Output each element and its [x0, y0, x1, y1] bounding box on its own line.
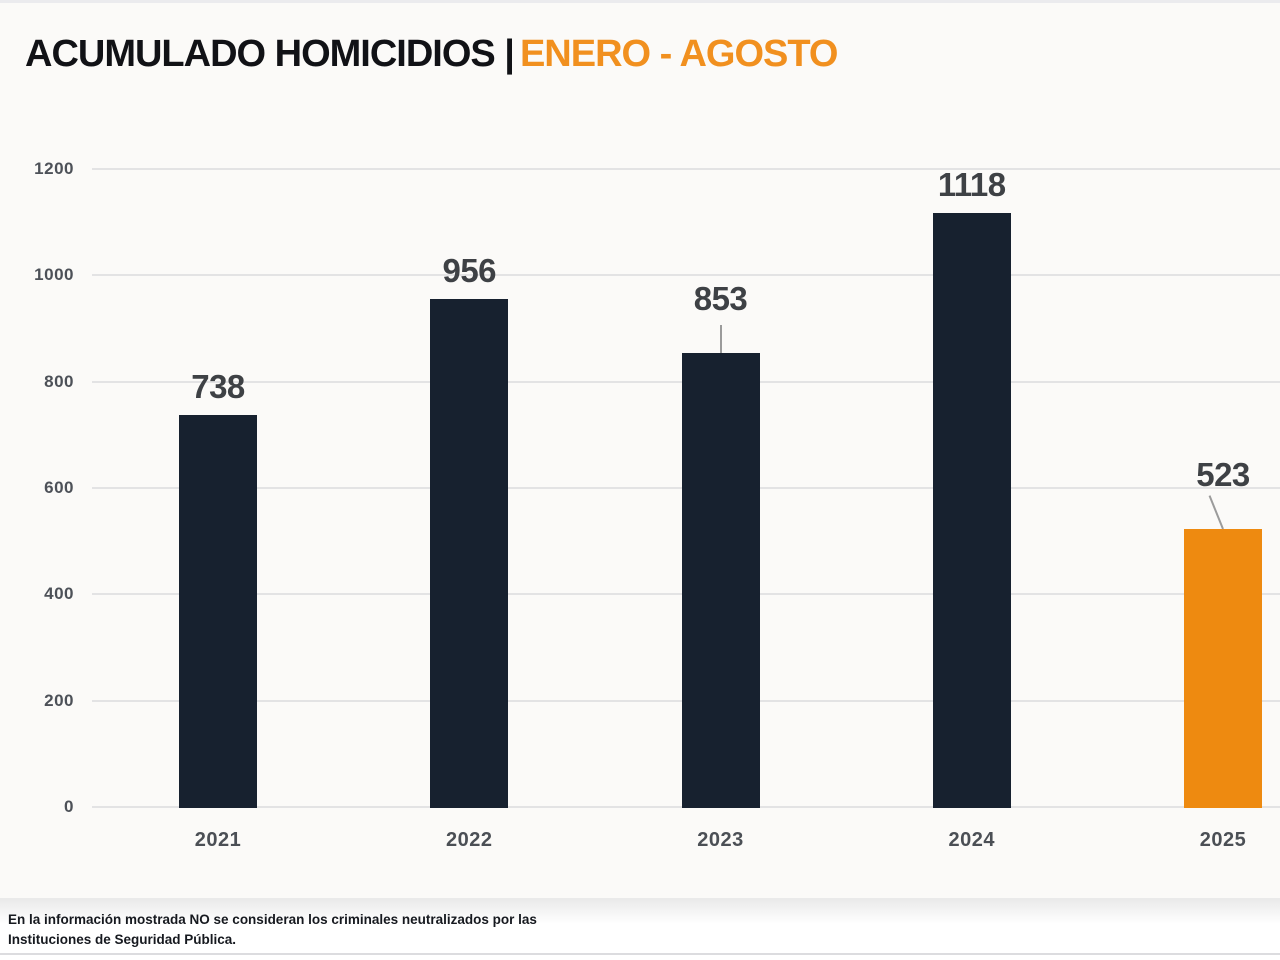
- bar-2023: [681, 353, 760, 808]
- y-axis-tick-label: 1200: [34, 159, 74, 178]
- bar-2024: [932, 212, 1011, 808]
- bar-value-label: 738: [191, 367, 245, 405]
- y-axis-tick-label: 200: [44, 690, 74, 710]
- x-axis-tick-label: 2025: [1199, 829, 1247, 851]
- gridline-y1000: [92, 274, 1280, 277]
- y-axis-tick-label: 400: [44, 584, 74, 604]
- footer-note: En la información mostrada NO se conside…: [8, 910, 537, 950]
- bar-value-label: 956: [442, 251, 497, 289]
- page-title: ACUMULADO HOMICIDIOS | ENERO - AGOSTO: [25, 33, 838, 76]
- bar-value-label: 523: [1196, 455, 1250, 493]
- x-axis-tick-label: 2022: [446, 829, 493, 851]
- y-axis-tick-label: 0: [64, 797, 74, 816]
- value-leader-line: [719, 325, 722, 354]
- bar-value-label: 1118: [937, 165, 1006, 203]
- value-leader-line: [1208, 495, 1224, 530]
- y-axis-tick-label: 1000: [34, 265, 74, 285]
- gridline-y1200: [92, 168, 1280, 170]
- bar-2025: [1184, 528, 1262, 808]
- top-edge-divider: [0, 0, 1280, 3]
- bar-2022: [430, 298, 509, 808]
- bar-value-label: 853: [693, 280, 748, 318]
- bar-2021: [179, 414, 257, 808]
- title-period: ENERO - AGOSTO: [519, 33, 838, 75]
- title-main: ACUMULADO HOMICIDIOS |: [25, 33, 515, 75]
- y-axis-tick-label: 800: [44, 371, 74, 391]
- x-axis-tick-label: 2021: [194, 829, 242, 851]
- footer-band: [0, 898, 1280, 960]
- x-axis-tick-label: 2024: [948, 829, 995, 851]
- footer-note-line2: Instituciones de Seguridad Pública.: [8, 932, 237, 947]
- x-axis-tick-label: 2023: [697, 829, 744, 851]
- footer-note-line1: En la información mostrada NO se conside…: [8, 912, 537, 927]
- bottom-edge-divider: [0, 953, 1280, 955]
- y-axis-tick-label: 600: [44, 478, 74, 497]
